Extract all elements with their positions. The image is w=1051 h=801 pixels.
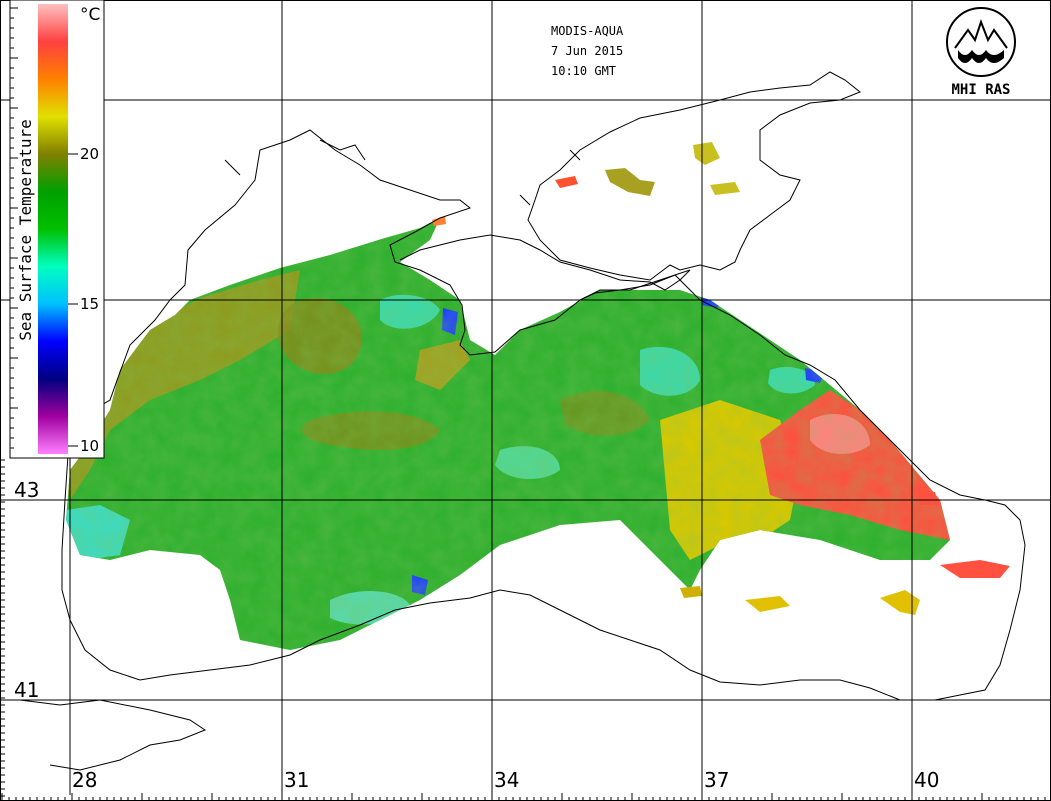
temperature-legend: Sea Surface Temperature °C 20 15 10 [9,0,105,459]
sse-patch-3 [940,560,1010,578]
lon-label-37: 37 [704,768,729,792]
legend-tick-20: 20 [80,145,99,163]
azov-patch-2 [693,142,720,165]
latitude-labels: 43 41 [14,478,39,702]
legend-tick-15: 15 [80,295,99,313]
sse-patch-4 [680,586,702,598]
bosphorus-coast [19,699,207,771]
lon-label-40: 40 [914,768,939,792]
azov-patch-3 [710,182,740,195]
northern-coast [61,129,1026,701]
legend-colorbar [38,4,68,454]
logo-emblem-icon [946,7,1016,77]
azov-patch-1 [605,168,655,196]
acquisition-date: 7 Jun 2015 [551,44,623,58]
acquisition-time: 10:10 GMT [551,64,616,78]
lat-label-43: 43 [14,478,39,502]
lon-label-28: 28 [72,768,97,792]
sse-patch-2 [880,590,920,615]
legend-title: Sea Surface Temperature [16,119,35,341]
legend-tick-10: 10 [80,437,99,455]
lagoons [224,139,581,206]
sse-patch-1 [745,596,790,612]
azov-patch-4 [555,176,578,188]
longitude-labels: 28 31 34 37 40 [72,768,939,792]
satellite-name: MODIS-AQUA [551,24,624,38]
acquisition-info: MODIS-AQUA 7 Jun 2015 10:10 GMT [551,24,624,78]
lon-label-31: 31 [284,768,309,792]
azov-coast [527,71,861,281]
sst-noise-texture [66,218,950,650]
odessa-warm-spot [432,216,446,226]
sse-patch-5 [918,490,938,505]
logo-text: MHI RAS [951,82,1010,98]
lat-label-41: 41 [14,678,39,702]
crimea-coast [399,234,691,301]
lon-label-34: 34 [494,768,519,792]
legend-unit: °C [80,5,100,25]
sst-field [66,142,1010,650]
mhi-ras-logo: MHI RAS [940,6,1024,98]
